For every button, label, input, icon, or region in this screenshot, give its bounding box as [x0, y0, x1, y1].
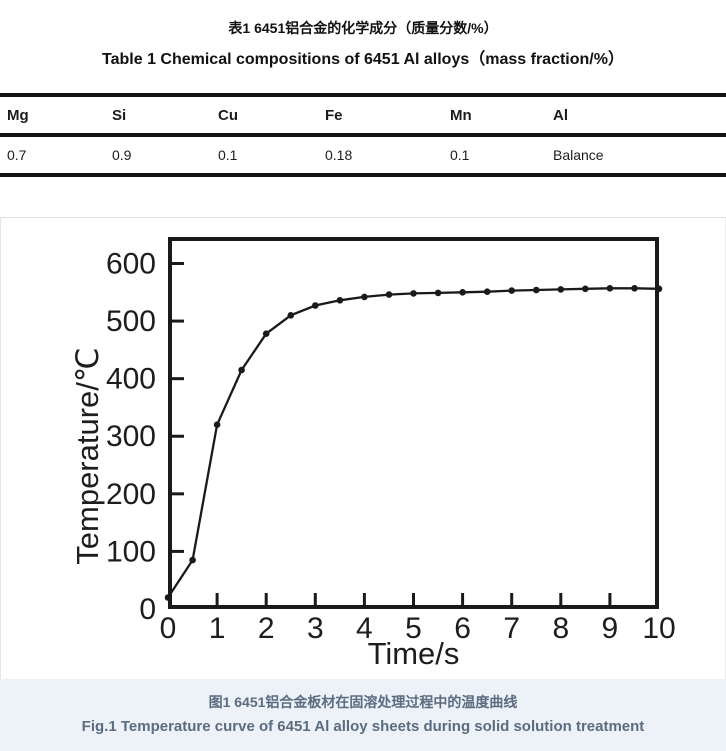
header-cell-mn: Mn — [442, 95, 545, 137]
value-cell-si: 0.9 — [112, 147, 132, 163]
header-cell-fe: Fe — [317, 95, 442, 137]
value-cell-fe: 0.18 — [325, 147, 353, 163]
data-point-marker — [385, 291, 393, 298]
value-cell-al: Balance — [553, 147, 604, 163]
y-tick-label: 400 — [106, 363, 156, 396]
figure-panel: 0 100 200 300 400 500 600 0 1 2 3 4 5 6 7 8 9 10 Time/s Tem… — [0, 217, 726, 683]
x-tick-label: 1 — [209, 612, 226, 645]
table-title-en: Table 1 Chemical compositions of 6451 Al… — [102, 51, 624, 68]
data-point-marker — [238, 366, 245, 374]
data-point-marker — [287, 312, 295, 319]
data-point-marker — [336, 297, 344, 304]
header-cell-al: Al — [545, 95, 726, 137]
y-axis-label: Temperature/℃ — [70, 347, 105, 564]
data-point-marker — [606, 285, 614, 292]
table-row: 0.7 0.9 0.1 0.18 0.1 Balance — [0, 135, 726, 175]
data-point-marker — [459, 289, 466, 296]
x-tick-label: 7 — [503, 612, 520, 645]
data-point-marker — [508, 287, 515, 294]
y-tick-label: 500 — [106, 305, 156, 338]
x-tick-label: 5 — [405, 612, 422, 645]
table-title-zh: 表1 6451铝合金的化学成分（质量分数/%） — [228, 20, 498, 36]
table-section: 表1 6451铝合金的化学成分（质量分数/%） Table 1 Chemical… — [0, 0, 726, 177]
data-point-marker — [262, 330, 270, 337]
data-point-marker — [213, 421, 221, 428]
data-point-marker — [582, 285, 589, 293]
data-point-marker — [483, 288, 491, 295]
x-tick-label: 4 — [356, 612, 373, 645]
x-tick-label: 9 — [602, 612, 619, 645]
data-point-marker — [655, 285, 663, 293]
y-tick-label: 100 — [106, 535, 156, 568]
value-cell-mn: 0.1 — [450, 147, 470, 163]
x-tick-label: 0 — [160, 612, 177, 645]
data-point-marker — [434, 289, 442, 297]
data-point-marker — [189, 556, 196, 564]
value-cell-cu: 0.1 — [218, 147, 238, 163]
y-tick-label: 0 — [139, 593, 156, 626]
y-tick-label: 600 — [106, 247, 156, 280]
data-point-marker — [533, 286, 540, 294]
table-header-row: Mg Si Cu Fe Mn Al — [0, 95, 726, 137]
x-axis-label: Time/s — [368, 636, 460, 671]
y-tick-label: 300 — [106, 420, 156, 453]
x-tick-label: 2 — [258, 612, 275, 645]
value-cell-mg: 0.7 — [7, 147, 27, 163]
temperature-curve — [167, 287, 660, 599]
data-point-marker — [361, 293, 368, 301]
data-point-marker — [410, 290, 417, 297]
header-cell-mg: Mg — [0, 95, 104, 137]
x-tick-label: 8 — [552, 612, 569, 645]
plot-frame — [168, 237, 659, 609]
header-cell-si: Si — [104, 95, 210, 137]
x-tick-label: 10 — [642, 612, 675, 645]
x-tick-label: 3 — [307, 612, 324, 645]
figure-caption-en: Fig.1 Temperature curve of 6451 Al alloy… — [81, 718, 645, 735]
figure-caption-zh: 图1 6451铝合金板材在固溶处理过程中的温度曲线 — [208, 694, 518, 710]
x-tick-label: 6 — [454, 612, 471, 645]
y-tick-label: 200 — [106, 478, 156, 511]
data-point-marker — [312, 302, 319, 309]
data-point-marker — [164, 594, 172, 601]
header-cell-cu: Cu — [210, 95, 317, 137]
data-point-marker — [557, 286, 565, 293]
data-point-marker — [631, 285, 638, 292]
figure-caption-area: 图1 6451铝合金板材在固溶处理过程中的温度曲线 Fig.1 Temperat… — [0, 679, 726, 751]
chemical-composition-table: Mg Si Cu Fe Mn Al 0.7 0.9 0.1 0.18 0.1 B… — [0, 93, 726, 177]
